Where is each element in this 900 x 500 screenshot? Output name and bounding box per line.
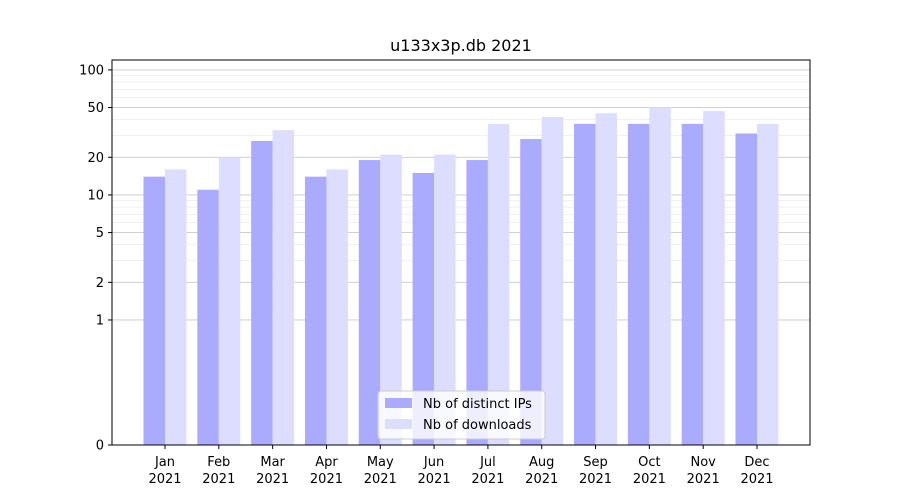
legend-box xyxy=(377,390,546,440)
x-tick-label-year: 2021 xyxy=(633,472,666,487)
bar-distinct-ips xyxy=(735,133,757,445)
y-tick-label: 5 xyxy=(96,226,104,241)
bar-distinct-ips xyxy=(412,172,435,445)
bar-downloads xyxy=(380,154,402,446)
y-tick-label: 2 xyxy=(96,276,104,291)
x-tick-label-year: 2021 xyxy=(364,472,397,487)
legend-label: Nb of distinct IPs xyxy=(423,397,532,412)
bar-distinct-ips xyxy=(358,160,381,445)
x-tick-label-year: 2021 xyxy=(148,472,181,487)
bar-distinct-ips xyxy=(143,176,165,445)
bar-distinct-ips xyxy=(520,139,542,445)
x-tick-label-month: Jun xyxy=(423,455,444,470)
y-tick-label: 1 xyxy=(96,313,104,328)
bar-downloads xyxy=(757,123,779,445)
bar-downloads xyxy=(218,157,241,445)
bar-distinct-ips xyxy=(466,160,488,445)
bars xyxy=(143,107,779,446)
x-tick-label-month: Apr xyxy=(315,455,338,470)
x-tick-label-year: 2021 xyxy=(471,472,504,487)
x-tick-label-year: 2021 xyxy=(740,472,773,487)
x-tick-label-year: 2021 xyxy=(525,472,558,487)
plot-frame xyxy=(111,59,811,446)
bar-distinct-ips xyxy=(681,123,704,445)
x-tick-label-year: 2021 xyxy=(256,472,289,487)
bar-distinct-ips xyxy=(574,123,596,445)
y-axis: 0 1 2 5 10 20 50 100 xyxy=(79,63,112,454)
legend-label: Nb of downloads xyxy=(423,418,532,433)
x-axis: Jan 2021 Feb 2021 Mar 2021 Apr 2021 May 2021 Jun 20… xyxy=(148,445,774,487)
x-tick-label-year: 2021 xyxy=(310,472,343,487)
x-tick-label-month: Jan xyxy=(154,455,175,470)
x-tick-label-month: Oct xyxy=(638,455,660,470)
bar-downloads xyxy=(487,123,510,445)
bar-downloads xyxy=(649,107,671,446)
bar-downloads xyxy=(326,169,348,445)
bar-downloads xyxy=(595,113,618,445)
bar-downloads xyxy=(434,154,456,446)
x-tick-label-month: Dec xyxy=(744,455,769,470)
bar-downloads xyxy=(165,169,187,445)
y-tick-label: 0 xyxy=(96,439,104,454)
x-tick-label-month: Jul xyxy=(479,455,496,470)
x-tick-label-year: 2021 xyxy=(687,472,720,487)
bar-downloads xyxy=(703,110,725,445)
legend: Nb of distinct IPs Nb of downloads xyxy=(377,390,546,440)
bar-distinct-ips xyxy=(304,176,327,445)
y-tick-label: 10 xyxy=(87,188,104,203)
y-tick-label: 20 xyxy=(87,151,104,166)
y-tick-label: 100 xyxy=(79,63,104,78)
legend-swatch xyxy=(385,398,412,408)
y-tick-label: 50 xyxy=(87,101,104,116)
x-tick-label-month: Nov xyxy=(690,455,716,470)
bar-distinct-ips xyxy=(197,189,219,445)
legend-swatch xyxy=(385,419,412,429)
bar-distinct-ips xyxy=(251,140,273,445)
chart-title: u133x3p.db 2021 xyxy=(390,36,532,55)
x-tick-label-year: 2021 xyxy=(418,472,451,487)
x-tick-label-year: 2021 xyxy=(202,472,235,487)
x-tick-label-month: Sep xyxy=(583,455,608,470)
x-tick-label-year: 2021 xyxy=(579,472,612,487)
x-tick-label-month: Feb xyxy=(207,455,230,470)
x-tick-label-month: May xyxy=(367,455,394,470)
x-tick-label-month: Mar xyxy=(260,455,285,470)
bar-distinct-ips xyxy=(627,123,650,445)
x-tick-label-month: Aug xyxy=(529,455,554,470)
bar-downloads xyxy=(272,130,295,445)
bar-downloads xyxy=(541,117,564,445)
